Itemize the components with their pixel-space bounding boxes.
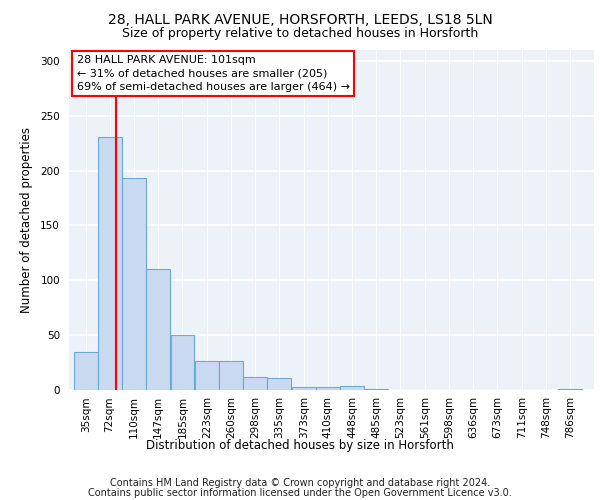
- Text: 28, HALL PARK AVENUE, HORSFORTH, LEEDS, LS18 5LN: 28, HALL PARK AVENUE, HORSFORTH, LEEDS, …: [107, 12, 493, 26]
- Text: Contains HM Land Registry data © Crown copyright and database right 2024.: Contains HM Land Registry data © Crown c…: [110, 478, 490, 488]
- Bar: [195, 362, 219, 390]
- Bar: [316, 386, 340, 390]
- Text: Size of property relative to detached houses in Horsforth: Size of property relative to detached ho…: [122, 28, 478, 40]
- Bar: [267, 378, 291, 390]
- Bar: [74, 352, 98, 390]
- Bar: [558, 389, 582, 390]
- Bar: [98, 136, 122, 390]
- Bar: [219, 362, 243, 390]
- Bar: [340, 386, 364, 390]
- Bar: [122, 178, 146, 390]
- Y-axis label: Number of detached properties: Number of detached properties: [20, 127, 33, 313]
- Text: 28 HALL PARK AVENUE: 101sqm
← 31% of detached houses are smaller (205)
69% of se: 28 HALL PARK AVENUE: 101sqm ← 31% of det…: [77, 55, 350, 92]
- Bar: [292, 386, 316, 390]
- Bar: [364, 389, 388, 390]
- Text: Contains public sector information licensed under the Open Government Licence v3: Contains public sector information licen…: [88, 488, 512, 498]
- Bar: [170, 335, 194, 390]
- Bar: [146, 270, 170, 390]
- Text: Distribution of detached houses by size in Horsforth: Distribution of detached houses by size …: [146, 440, 454, 452]
- Bar: [244, 377, 267, 390]
